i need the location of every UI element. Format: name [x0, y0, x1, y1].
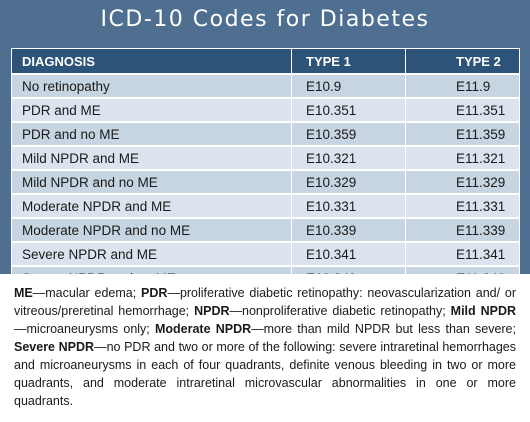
cell-diagnosis: Moderate NPDR and ME	[11, 193, 292, 219]
cell-diagnosis: No retinopathy	[11, 73, 292, 99]
cell-diagnosis: Mild NPDR and no ME	[11, 169, 292, 195]
cell-type-1: E10.339	[291, 217, 406, 243]
codes-table: DIAGNOSIS TYPE 1 TYPE 2 No retinopathy E1…	[11, 48, 520, 290]
table-row: PDR and ME E10.351 E11.351	[11, 97, 520, 123]
cell-type-1: E10.341	[291, 241, 406, 267]
footnote: ME—macular edema; PDR—proliferative diab…	[0, 274, 530, 422]
header-type-2: TYPE 2	[405, 48, 520, 75]
header-diagnosis: DIAGNOSIS	[11, 48, 292, 75]
cell-type-2: E11.331	[405, 193, 520, 219]
cell-type-2: E11.341	[405, 241, 520, 267]
cell-type-2: E11.9	[405, 73, 520, 99]
footnote-term: NPDR	[194, 304, 230, 318]
cell-type-1: E10.321	[291, 145, 406, 171]
table-row: Severe NPDR and ME E10.341 E11.341	[11, 241, 520, 267]
cell-type-1: E10.331	[291, 193, 406, 219]
footnote-definition: —microaneurysms only;	[14, 322, 155, 336]
table-row: PDR and no ME E10.359 E11.359	[11, 121, 520, 147]
table-body: No retinopathy E10.9 E11.9 PDR and ME E10.35…	[11, 73, 520, 290]
table-row: Moderate NPDR and no ME E10.339 E11.339	[11, 217, 520, 243]
cell-type-1: E10.9	[291, 73, 406, 99]
table-row: Mild NPDR and no ME E10.329 E11.329	[11, 169, 520, 195]
cell-type-2: E11.339	[405, 217, 520, 243]
cell-type-2: E11.359	[405, 121, 520, 147]
cell-diagnosis: Moderate NPDR and no ME	[11, 217, 292, 243]
card-title: ICD-10 Codes for Diabetes	[100, 7, 430, 32]
footnote-term: PDR	[141, 286, 168, 300]
footnote-term: Moderate NPDR	[154, 322, 252, 336]
cell-diagnosis: PDR and no ME	[11, 121, 292, 147]
cell-diagnosis: Severe NPDR and ME	[11, 241, 292, 267]
cell-type-2: E11.329	[405, 169, 520, 195]
table-header-row: DIAGNOSIS TYPE 1 TYPE 2	[11, 48, 520, 75]
footnote-term: Mild NPDR	[450, 304, 516, 318]
footnote-definition: —nonproliferative diabetic retinopathy;	[229, 304, 451, 318]
cell-type-1: E10.329	[291, 169, 406, 195]
table-row: No retinopathy E10.9 E11.9	[11, 73, 520, 99]
cell-diagnosis: PDR and ME	[11, 97, 292, 123]
table-row: Moderate NPDR and ME E10.331 E11.331	[11, 193, 520, 219]
footnote-term: Severe NPDR	[14, 340, 95, 354]
cell-diagnosis: Mild NPDR and ME	[11, 145, 292, 171]
footnote-definition: —more than mild NPDR but less than sever…	[251, 322, 516, 336]
header-type-1: TYPE 1	[291, 48, 406, 75]
cell-type-1: E10.351	[291, 97, 406, 123]
footnote-term: ME	[14, 286, 33, 300]
cell-type-2: E11.351	[405, 97, 520, 123]
cell-type-1: E10.359	[291, 121, 406, 147]
cell-type-2: E11.321	[405, 145, 520, 171]
table-row: Mild NPDR and ME E10.321 E11.321	[11, 145, 520, 171]
footnote-definition: —macular edema;	[32, 286, 142, 300]
footnote-definition: —no PDR and two or more of the following…	[14, 340, 517, 408]
footnote-definition: —proliferative diabetic retinopathy: neo…	[14, 286, 516, 318]
codes-table-wrapper: DIAGNOSIS TYPE 1 TYPE 2 No retinopathy E1…	[11, 48, 520, 290]
